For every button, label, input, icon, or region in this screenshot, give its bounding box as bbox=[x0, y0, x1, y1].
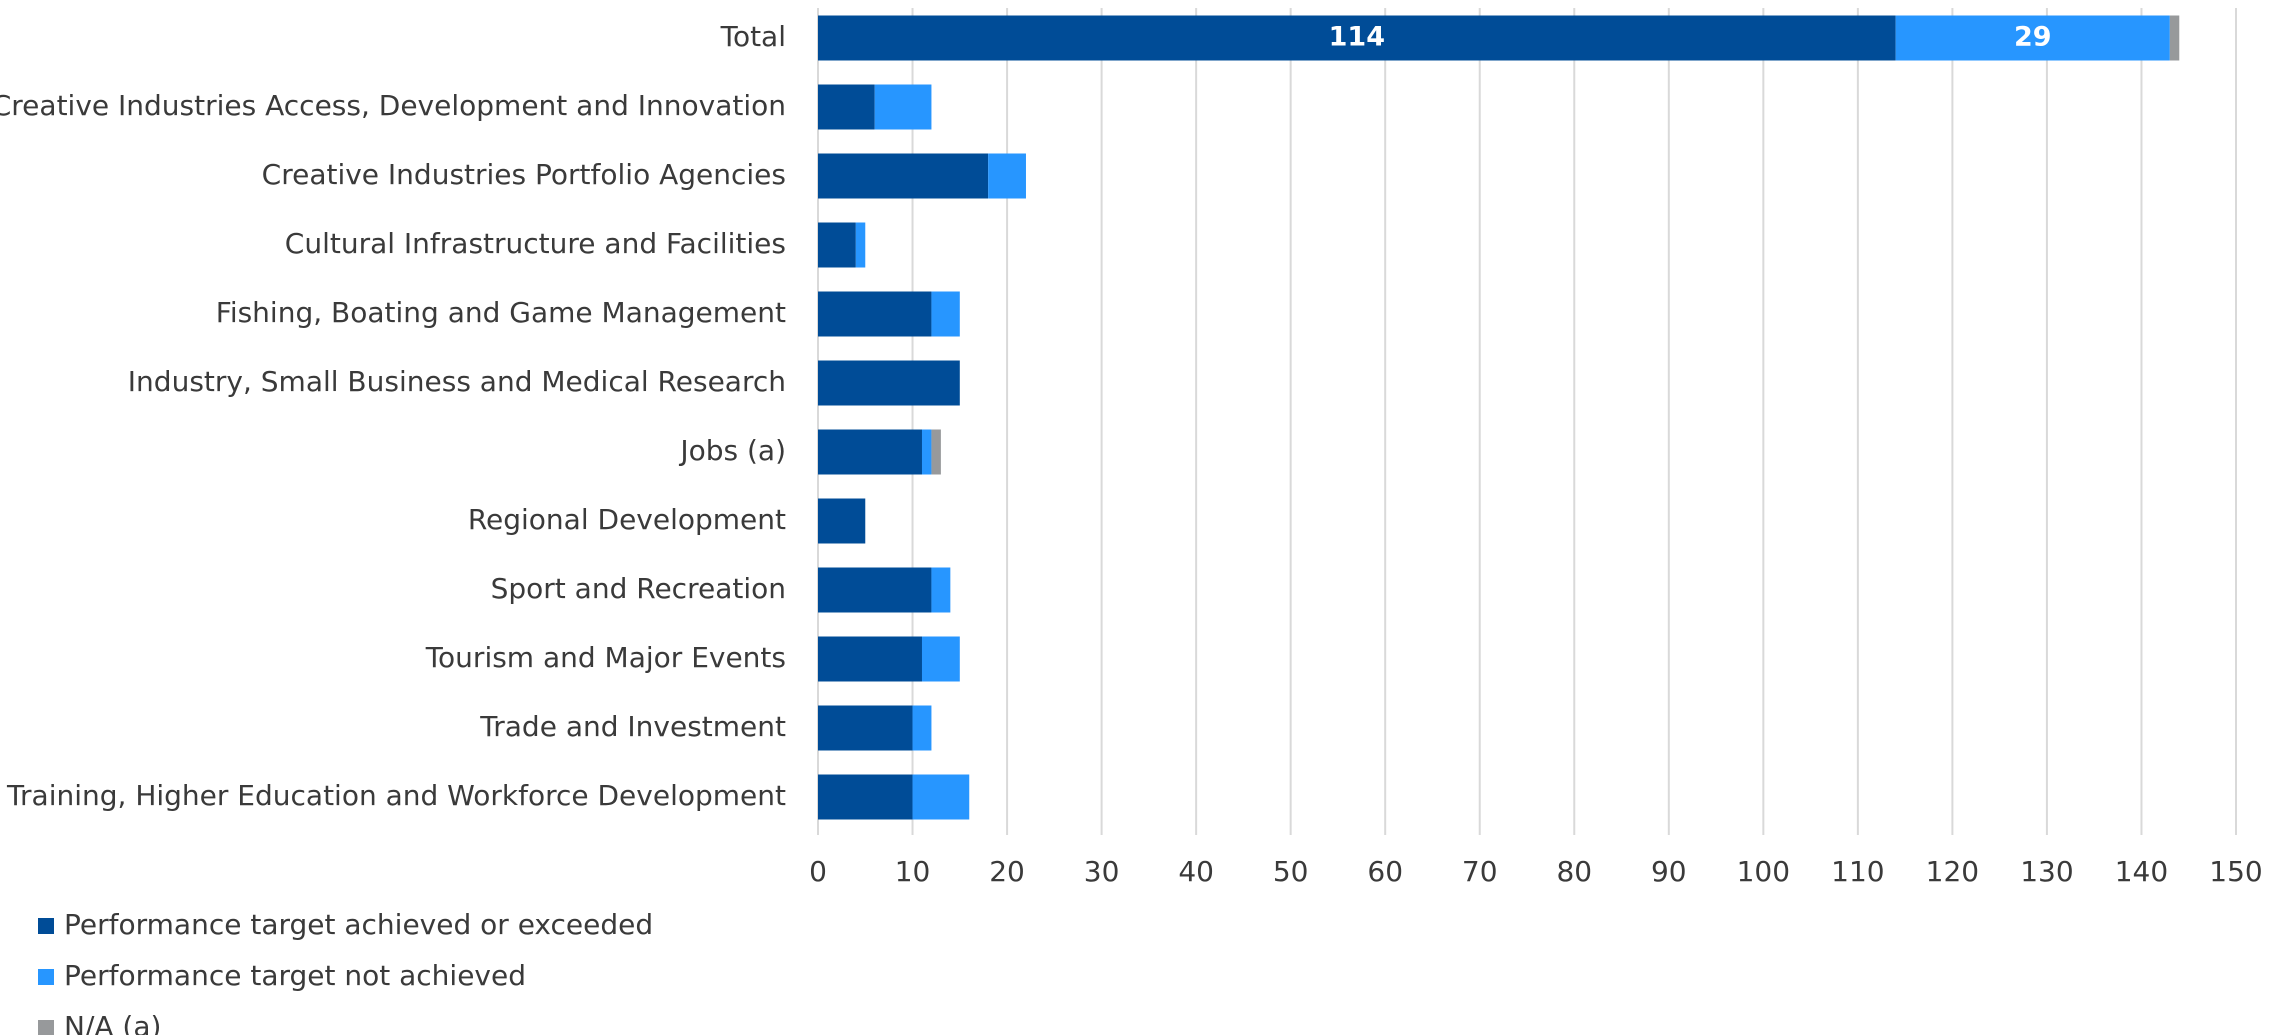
bar-segment bbox=[921, 429, 932, 475]
x-tick-label: 140 bbox=[2115, 855, 2168, 888]
legend: Performance target achieved or exceeded P… bbox=[38, 908, 653, 1035]
bar-segment bbox=[818, 222, 856, 268]
bar-segment bbox=[931, 567, 951, 613]
data-label: 29 bbox=[2014, 22, 2052, 53]
bar-segment bbox=[818, 360, 960, 406]
legend-label: Performance target not achieved bbox=[64, 959, 526, 992]
x-tick-label: 100 bbox=[1737, 855, 1790, 888]
x-tick-label: 50 bbox=[1273, 855, 1309, 888]
bar-segment bbox=[818, 291, 932, 337]
category-label: Regional Development bbox=[468, 503, 786, 536]
x-tick-label: 150 bbox=[2209, 855, 2262, 888]
category-label: Total bbox=[720, 20, 786, 53]
bar-segment bbox=[818, 15, 1896, 61]
category-label: Training, Higher Education and Workforce… bbox=[6, 779, 786, 812]
bar-segment bbox=[988, 153, 1026, 199]
category-label: Industry, Small Business and Medical Res… bbox=[128, 365, 786, 398]
legend-swatch bbox=[38, 969, 54, 985]
x-tick-label: 70 bbox=[1462, 855, 1498, 888]
bar-segment bbox=[931, 429, 941, 475]
x-tick-label: 10 bbox=[895, 855, 931, 888]
bar-segment bbox=[874, 84, 932, 130]
x-tick-label: 0 bbox=[809, 855, 827, 888]
category-label: Trade and Investment bbox=[479, 710, 786, 743]
x-axis-ticks: 0 10 20 30 40 50 60 70 80 90 100 110 120 130 140 150 bbox=[809, 855, 2263, 888]
x-tick-label: 60 bbox=[1367, 855, 1403, 888]
legend-label: N/A (a) bbox=[64, 1010, 161, 1035]
bar-segment bbox=[912, 705, 932, 751]
bar-segment bbox=[818, 774, 913, 820]
bar-segment bbox=[818, 429, 922, 475]
gridlines bbox=[817, 8, 2237, 835]
bar-segment bbox=[818, 498, 866, 544]
x-tick-label: 30 bbox=[1084, 855, 1120, 888]
category-label: Cultural Infrastructure and Facilities bbox=[285, 227, 786, 260]
category-label: Sport and Recreation bbox=[491, 572, 786, 605]
x-tick-label: 130 bbox=[2020, 855, 2073, 888]
x-tick-label: 120 bbox=[1926, 855, 1979, 888]
bar-segment bbox=[818, 153, 989, 199]
x-tick-label: 110 bbox=[1831, 855, 1884, 888]
legend-swatch bbox=[38, 918, 54, 934]
x-tick-label: 90 bbox=[1651, 855, 1687, 888]
data-label: 114 bbox=[1329, 22, 1385, 53]
bar-segment bbox=[818, 705, 913, 751]
category-label: Jobs (a) bbox=[678, 434, 786, 467]
bar-segment bbox=[818, 636, 922, 682]
bar-segment bbox=[855, 222, 866, 268]
bars: 114 29 bbox=[818, 15, 2180, 820]
legend-swatch bbox=[38, 1020, 54, 1035]
x-tick-label: 40 bbox=[1178, 855, 1214, 888]
bar-segment bbox=[921, 636, 960, 682]
bar-segment bbox=[912, 774, 970, 820]
category-label: Fishing, Boating and Game Management bbox=[216, 296, 786, 329]
bar-segment bbox=[931, 291, 960, 337]
category-labels: Total Creative Industries Access, Develop… bbox=[0, 20, 786, 812]
x-tick-label: 20 bbox=[989, 855, 1025, 888]
category-label: Creative Industries Access, Development … bbox=[0, 89, 786, 122]
bar-segment bbox=[818, 84, 875, 130]
bar-segment bbox=[818, 567, 932, 613]
x-tick-label: 80 bbox=[1556, 855, 1592, 888]
bar-segment bbox=[1895, 15, 2170, 61]
legend-label: Performance target achieved or exceeded bbox=[64, 908, 653, 941]
category-label: Tourism and Major Events bbox=[425, 641, 786, 674]
bar-segment bbox=[2169, 15, 2180, 61]
category-label: Creative Industries Portfolio Agencies bbox=[262, 158, 786, 191]
